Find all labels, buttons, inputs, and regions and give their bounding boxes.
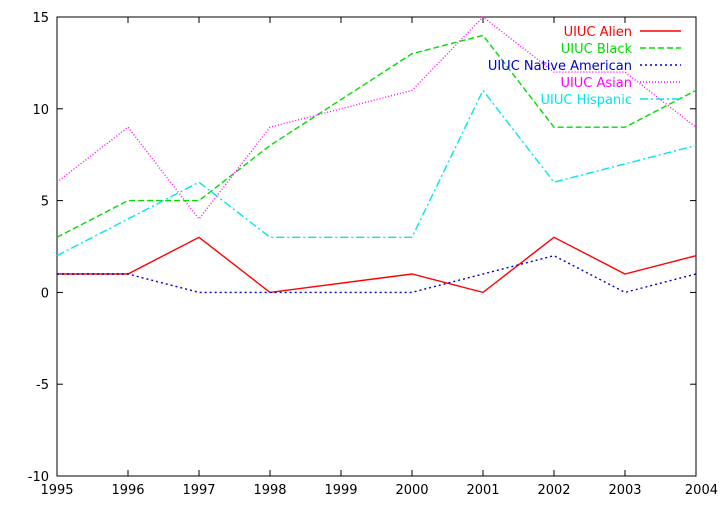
y-tick-label: 15 — [32, 11, 49, 26]
x-tick-label: 2000 — [395, 483, 428, 498]
x-tick-label: 2003 — [608, 483, 641, 498]
x-tick-label: 1996 — [111, 483, 144, 498]
x-tick-label: 2002 — [537, 483, 570, 498]
legend-label: UIUC Alien — [564, 25, 632, 40]
axis-ticks: 1995 1996 1997 1998 1999 2000 2001 2002 2003 2004… — [28, 11, 718, 498]
series-line-uiuc-native-american — [57, 254, 697, 294]
series-lines — [56, 16, 697, 294]
y-tick-label: 0 — [41, 286, 49, 301]
legend-label: UIUC Native American — [488, 59, 632, 74]
y-tick-label: 5 — [41, 195, 49, 210]
plot-frame — [56, 16, 697, 477]
y-tick-label: -5 — [36, 378, 49, 393]
series-line-uiuc-black — [56, 34, 697, 238]
series-line-uiuc-asian — [56, 16, 697, 221]
y-tick-label: -10 — [28, 470, 49, 485]
x-tick-label: 2004 — [685, 483, 718, 498]
legend-label: UIUC Asian — [560, 76, 632, 91]
x-tick-label: 1999 — [324, 483, 357, 498]
x-tick-label: 2001 — [466, 483, 499, 498]
x-tick-label: 1995 — [40, 483, 73, 498]
series-line-uiuc-alien — [57, 236, 697, 294]
legend-label: UIUC Black — [561, 42, 633, 57]
x-tick-label: 1998 — [253, 483, 286, 498]
series-line-uiuc-hispanic — [56, 89, 697, 257]
legend-label: UIUC Hispanic — [541, 93, 632, 108]
legend: UIUC Alien UIUC Black UIUC Native American… — [488, 25, 681, 108]
x-tick-label: 1997 — [182, 483, 215, 498]
y-tick-label: 10 — [32, 103, 49, 118]
